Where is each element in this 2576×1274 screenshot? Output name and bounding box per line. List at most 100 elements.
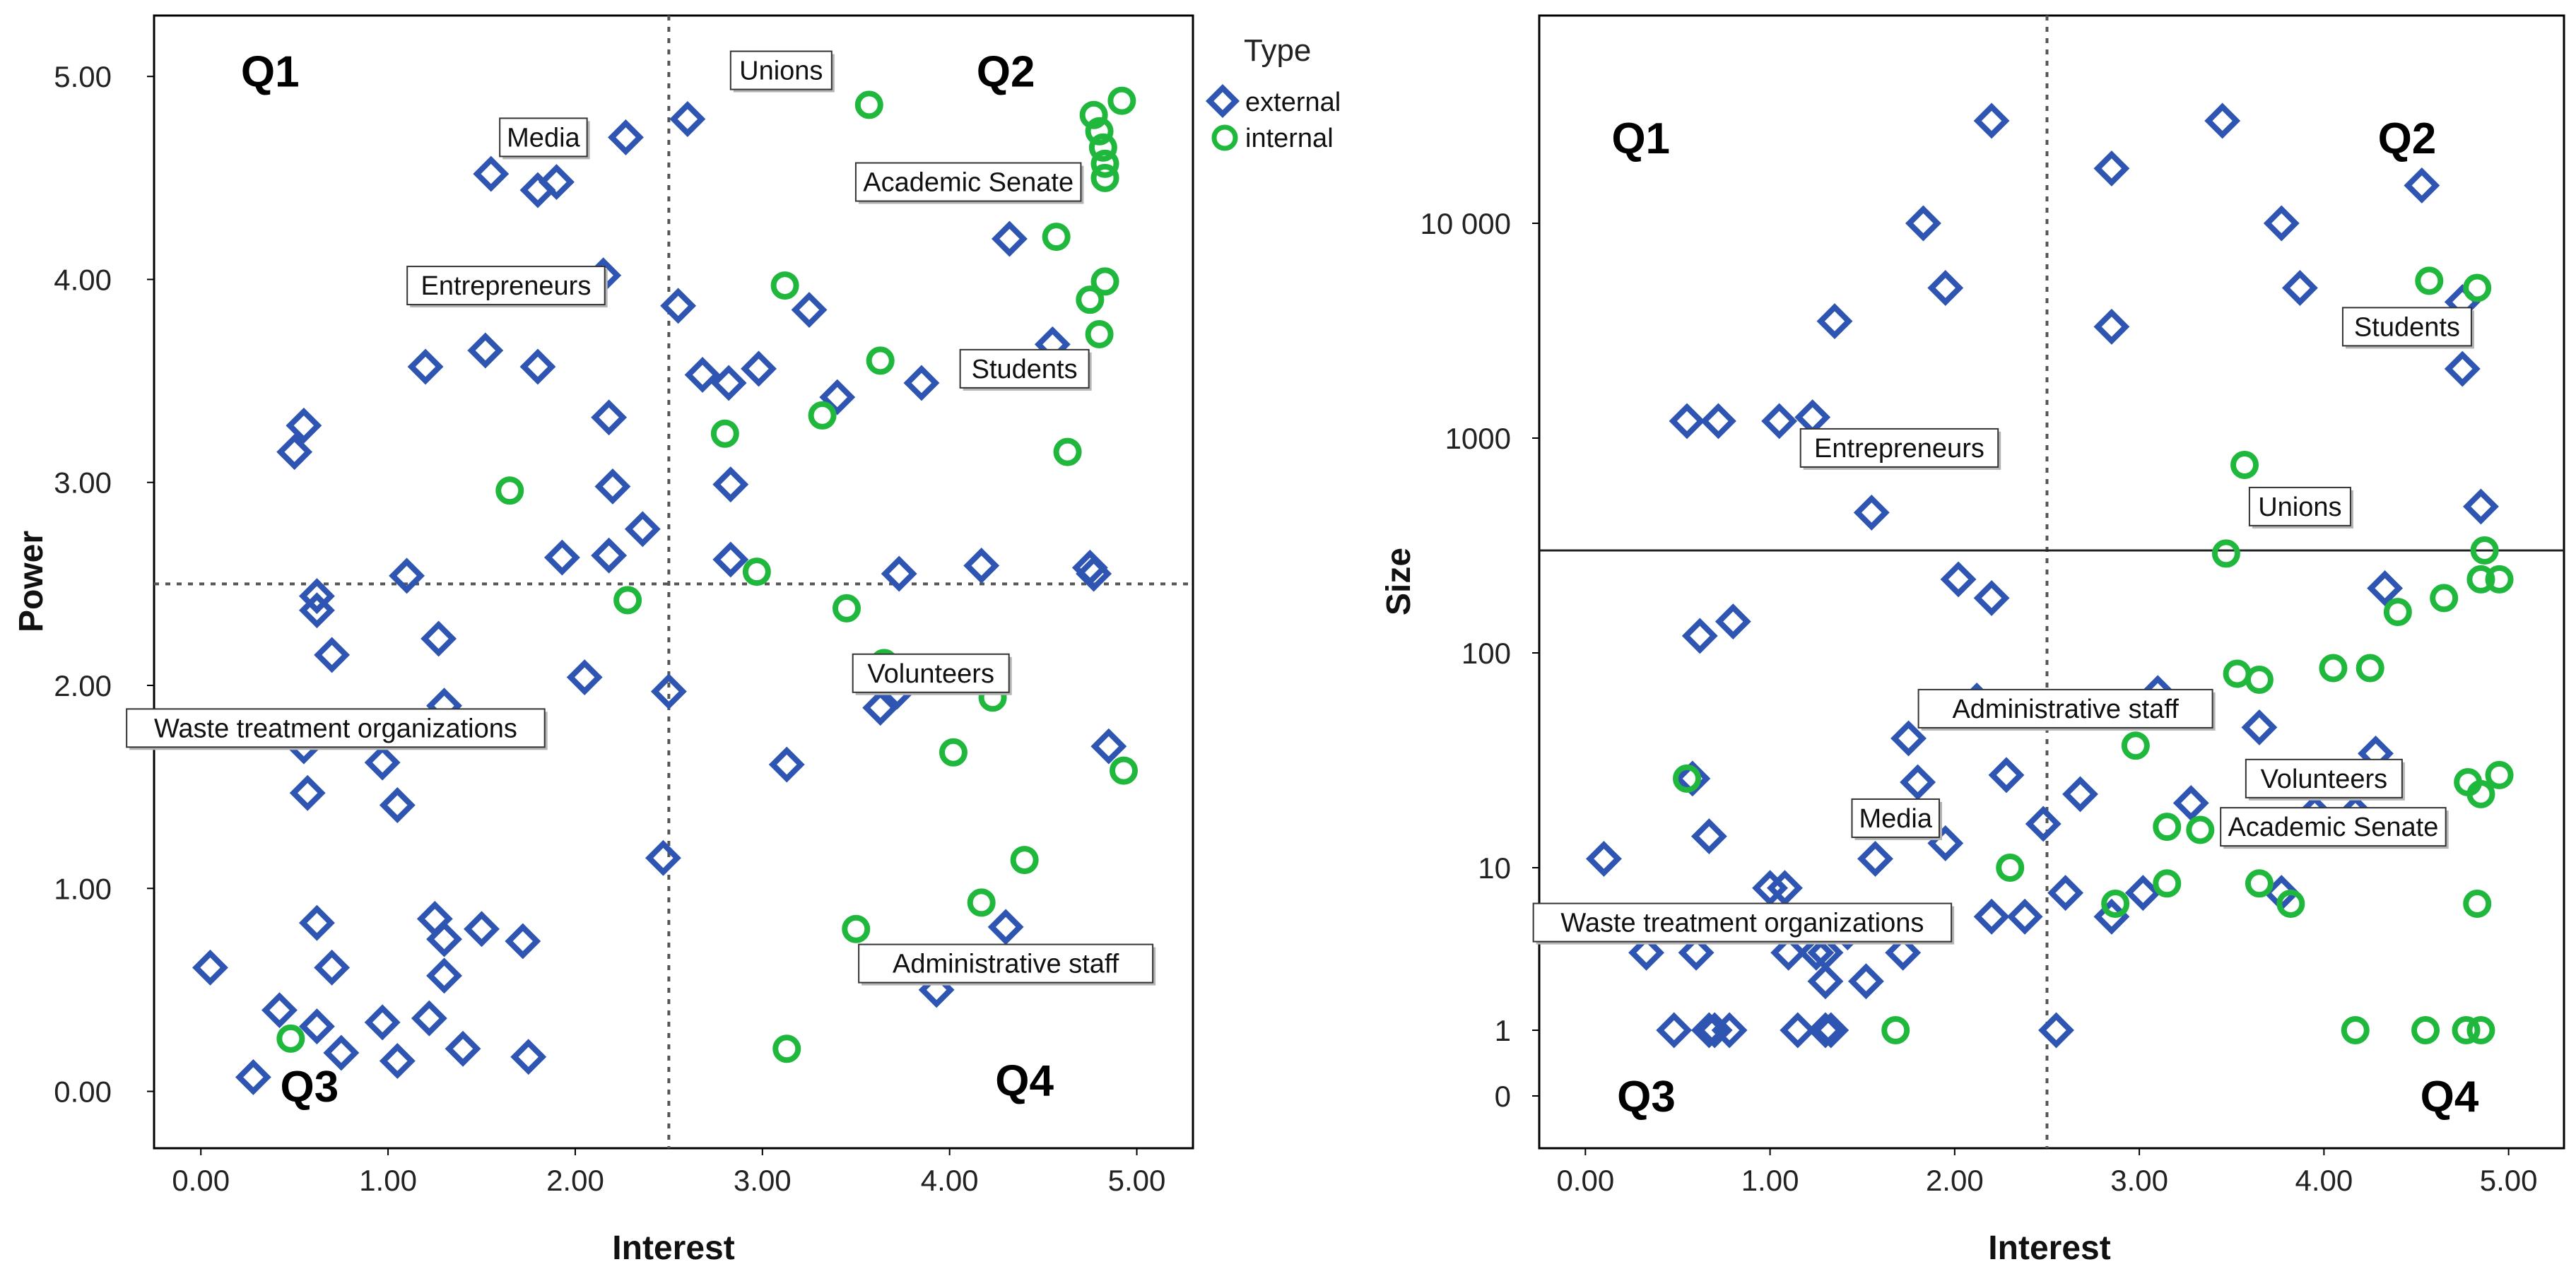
right-point-internal [2153,813,2182,842]
left-annotation-box [729,50,833,90]
left-point-external [741,350,777,387]
right-point-external [2204,102,2241,139]
left-point-external [881,555,917,592]
right-plot-area [1538,14,2565,1150]
left-point-external [298,592,335,629]
left-point-external [505,923,541,960]
right-annotation-5: Media [1851,798,1942,840]
right-annotation-box [1917,688,2213,729]
left-x-tick-label: 4.00 [921,1164,979,1197]
right-point-external [1988,757,2025,794]
right-point-internal [2245,665,2274,694]
left-point-external [660,288,697,324]
left-annotation-7: Administrative staff [858,943,1156,986]
legend-title: Type [1244,33,1311,68]
right-point-external [2241,709,2278,745]
right-annotation-box [2245,758,2403,798]
right-point-internal [2211,539,2240,568]
right-annotation-7: Waste treatment organizations [1532,902,1955,945]
left-point-external [467,332,504,369]
left-x-tick-label: 0.00 [172,1164,230,1197]
left-point-internal [1053,437,1082,466]
left-quadrant-q2: Q2 [977,48,1035,97]
left-point-external [426,957,462,994]
right-point-external [1656,1012,1693,1049]
left-x-tick-label: 5.00 [1108,1164,1166,1197]
left-quadrant-labels: Q1 Q2 Q3 Q4 [241,48,1054,1111]
legend-internal-marker [1211,124,1238,151]
left-point-internal [808,401,837,430]
left-quadrant-q3: Q3 [280,1063,339,1111]
right-point-external [2093,308,2130,345]
left-annotation-1: Media [499,117,590,160]
left-point-external [519,348,556,385]
size-interest-chart: 0.00 1.00 2.00 3.00 4.00 5.00 0 1 10 100 1000 10 00… [1380,14,2565,1267]
left-point-external [543,539,580,576]
legend-item-internal: internal [1211,124,1334,153]
left-point-external [420,620,457,657]
right-annotations: Students Entrepreneurs Unions Administrativ… [1532,307,2474,945]
left-annotation-box [959,348,1090,389]
power-interest-chart: 0.00 1.00 2.00 3.00 4.00 5.00 0.00 1.00 2.00 3.00… [13,14,1194,1267]
right-point-internal [2466,565,2495,594]
left-point-external [669,101,706,137]
right-point-external [1767,870,1803,907]
left-annotation-box [406,266,606,306]
left-point-internal [1042,223,1071,252]
right-annotation-6: Academic Senate [2220,807,2449,849]
left-point-external [411,1000,447,1037]
right-annotation-text: Waste treatment organizations [1560,909,1924,938]
right-point-external [1807,1012,1844,1049]
left-point-internal [939,738,968,767]
left-annotation-4: Students [959,348,1092,391]
right-point-external [2462,488,2499,525]
right-point-internal [2485,565,2514,594]
left-x-tick-label: 2.00 [546,1164,604,1197]
left-point-internal [613,586,642,615]
right-x-tick-label: 0.00 [1556,1164,1614,1197]
left-annotation-2: Academic Senate [854,162,1084,204]
right-point-internal [2356,654,2384,683]
left-point-external [364,744,401,781]
right-point-external [1780,1012,1816,1049]
left-point-external [379,1043,416,1079]
left-point-internal [1085,320,1114,349]
left-point-internal [742,558,771,586]
left-quadrant-q4: Q4 [995,1056,1054,1105]
right-y-tick-label: 100 [1462,637,1511,670]
left-point-external [464,911,500,948]
left-point-external [650,673,687,710]
right-y-tick-label: 1 [1495,1014,1511,1047]
left-annotation-box [126,708,546,748]
right-point-internal [2411,1016,2440,1044]
left-point-external [963,548,1000,584]
left-point-external [426,921,462,957]
right-annotation-text: Students [2354,312,2460,342]
right-point-external [2062,776,2098,813]
left-x-axis-label: Interest [612,1229,734,1267]
right-y-tick-label: 10 [1478,851,1511,885]
right-point-internal [2466,779,2495,808]
right-point-external [1816,303,1853,340]
left-annotation-box [499,117,588,158]
right-point-external [1940,561,1977,598]
left-point-external [1090,728,1127,765]
left-annotation-text: Students [972,355,1078,384]
left-point-external [684,357,721,393]
right-annotation-text: Volunteers [2261,765,2388,794]
right-point-external [2404,167,2440,204]
right-point-internal [2415,266,2444,295]
right-series-internal [1673,266,2514,1044]
right-x-tick-label: 3.00 [2110,1164,2168,1197]
right-point-internal [1881,1016,1910,1044]
right-point-external [1973,102,2010,139]
left-series-external [192,101,1127,1095]
legend-external-marker [1205,83,1240,119]
right-x-tick-label: 4.00 [2295,1164,2353,1197]
right-point-external [2281,270,2318,306]
left-point-internal [772,1034,801,1063]
left-y-tick-label: 0.00 [54,1075,112,1109]
left-point-internal [1090,163,1119,192]
right-quadrant-q3: Q3 [1617,1073,1676,1121]
